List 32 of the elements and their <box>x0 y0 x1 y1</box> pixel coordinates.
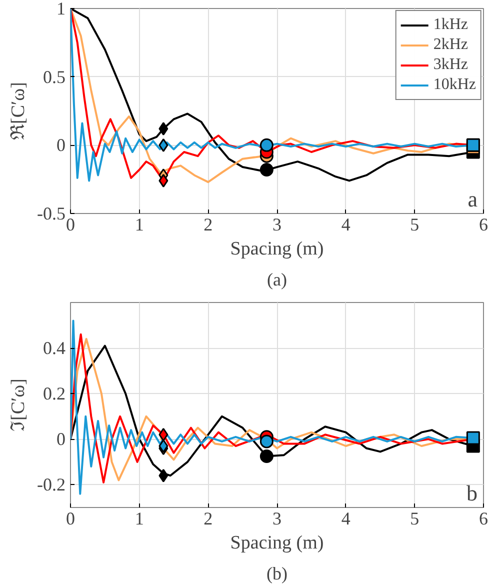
y-axis-title: ℑ[C′ω] <box>8 378 30 432</box>
legend-label: 2kHz <box>433 36 468 54</box>
annotation: a <box>468 186 478 212</box>
y-tick-label: 0.2 <box>43 384 66 404</box>
y-tick-label: 0 <box>56 135 66 156</box>
y-tick-label: 0 <box>56 429 66 450</box>
x-axis-title: Spacing (m) <box>230 532 324 554</box>
y-tick-label: -0.2 <box>37 474 66 495</box>
text: (a) <box>267 270 287 290</box>
x-axis-title: Spacing (m) <box>230 238 324 260</box>
y-tick-label: -0.5 <box>37 204 66 224</box>
x-tick-label: 6 <box>479 508 488 528</box>
x-tick-label: 3 <box>272 214 282 234</box>
x-tick-label: 2 <box>204 214 213 234</box>
x-tick-label: 2 <box>204 508 213 528</box>
y-tick-label: 1 <box>56 0 66 18</box>
x-tick-label: 5 <box>410 508 420 528</box>
y-axis-title: ℜ[C′ω] <box>8 82 30 140</box>
x-tick-label: 3 <box>272 508 282 528</box>
x-tick-label: 1 <box>134 508 144 528</box>
text: (b) <box>266 564 288 584</box>
y-tick-label: 0.5 <box>43 66 66 87</box>
x-tick-label: 4 <box>341 214 350 234</box>
legend-label: 3kHz <box>433 56 468 74</box>
x-tick-label: 4 <box>341 508 350 528</box>
x-tick-label: 1 <box>134 214 144 234</box>
annotation: b <box>466 480 478 506</box>
y-tick-label: 0.4 <box>43 338 66 358</box>
x-tick-label: 6 <box>479 214 488 234</box>
legend-label: 10kHz <box>433 76 476 94</box>
x-tick-label: 5 <box>410 214 420 234</box>
legend-label: 1kHz <box>433 16 468 34</box>
